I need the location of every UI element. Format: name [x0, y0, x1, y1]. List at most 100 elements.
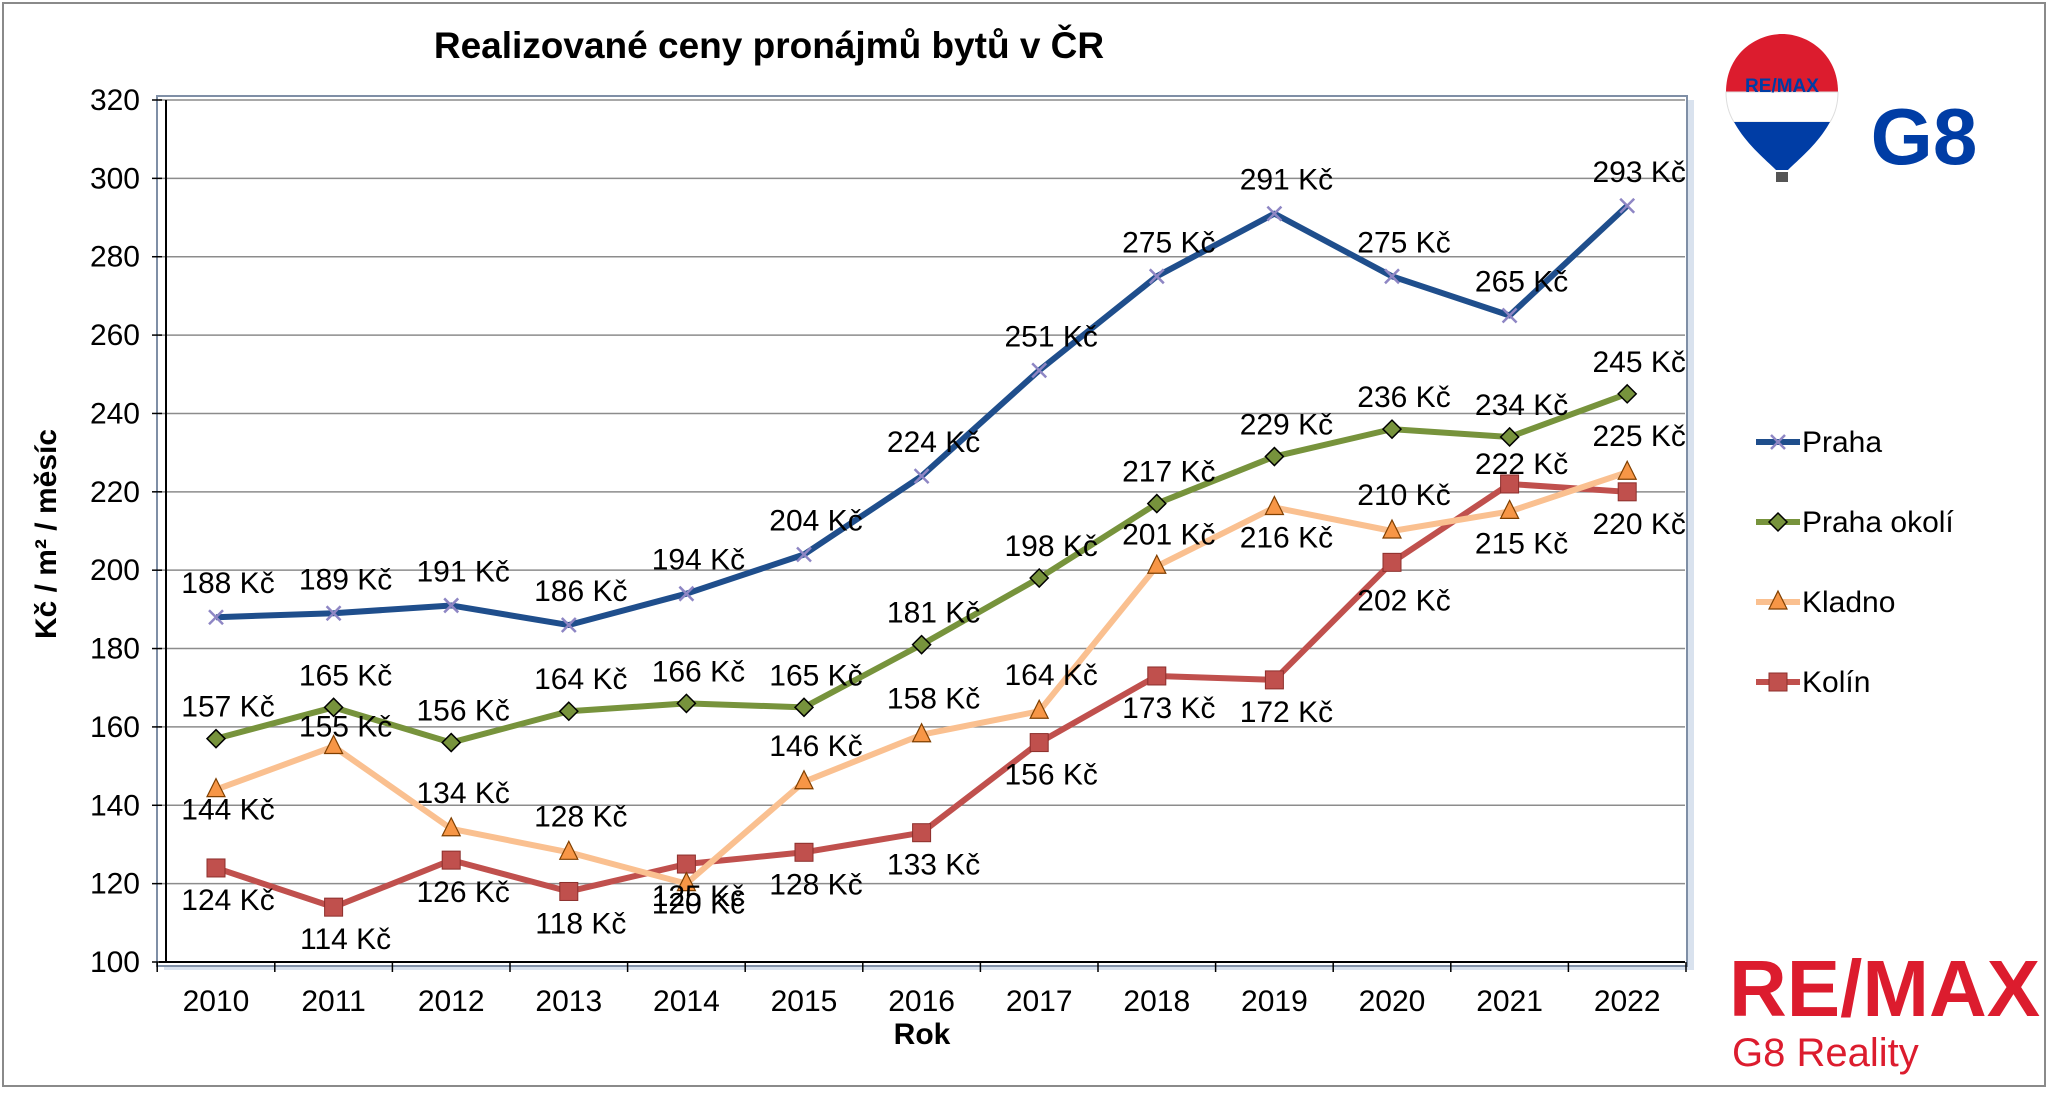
marker-x	[1619, 197, 1636, 214]
y-tick-label: 100	[90, 946, 140, 979]
marker-square	[794, 842, 814, 862]
x-tick-label: 2012	[418, 985, 485, 1018]
x-tick-label: 2019	[1241, 985, 1308, 1018]
g8-reality-text: G8 Reality	[1732, 1031, 1919, 1075]
data-label: 194 Kč	[652, 544, 745, 577]
data-label: 220 Kč	[1592, 508, 1685, 541]
marker-diamond	[441, 732, 462, 753]
data-label: 125 Kč	[652, 880, 745, 913]
x-tick-label: 2015	[771, 985, 838, 1018]
y-tick-label: 300	[90, 162, 140, 195]
marker-triangle	[1382, 518, 1402, 539]
data-label: 114 Kč	[300, 923, 391, 956]
marker-square	[676, 854, 696, 874]
marker-square	[1382, 552, 1402, 572]
legend: Praha Praha okolí Kladno Kolín	[1756, 426, 1954, 699]
marker-diamond	[1767, 511, 1789, 533]
marker-x-stroke	[1266, 205, 1283, 222]
data-label: 291 Kč	[1240, 164, 1333, 197]
legend-label: Praha	[1802, 426, 1882, 459]
x-tick-label: 2016	[888, 985, 955, 1018]
marker-x	[1031, 362, 1048, 379]
legend-label: Kolín	[1802, 666, 1870, 699]
marker-x-stroke	[443, 597, 460, 614]
x-tick-label: 2011	[301, 985, 366, 1018]
marker-square	[1500, 474, 1520, 494]
data-label: 217 Kč	[1122, 456, 1215, 489]
chart-title: Realizované ceny pronájmů bytů v ČR	[434, 24, 1104, 66]
marker-triangle	[1264, 495, 1285, 516]
marker-square	[441, 850, 461, 870]
data-label: 186 Kč	[534, 575, 627, 608]
x-tick-label: 2020	[1359, 985, 1426, 1018]
data-label: 191 Kč	[416, 555, 509, 588]
plot-area	[156, 95, 1688, 967]
marker-diamond	[1029, 567, 1050, 589]
x-tick-label: 2018	[1123, 985, 1190, 1018]
marker-x-stroke	[560, 617, 577, 633]
marker-x	[560, 617, 577, 633]
marker-triangle	[1617, 459, 1638, 480]
y-tick-label: 160	[90, 711, 140, 744]
x-tick-label: 2022	[1594, 985, 1661, 1018]
marker-x-stroke	[796, 546, 812, 563]
marker-x-stroke	[1148, 268, 1165, 285]
legend-label: Kladno	[1802, 586, 1895, 619]
data-label: 164 Kč	[1004, 659, 1097, 692]
data-label: 181 Kč	[887, 597, 980, 630]
data-label: 173 Kč	[1122, 692, 1215, 725]
data-label: 293 Kč	[1592, 156, 1685, 189]
data-label: 156 Kč	[1004, 759, 1097, 792]
data-label: 165 Kč	[769, 659, 862, 692]
marker-diamond	[1617, 383, 1638, 404]
balloon-basket	[1776, 172, 1788, 182]
y-tick-label: 140	[90, 789, 140, 822]
marker-x-stroke	[1031, 362, 1048, 379]
marker-diamond	[676, 693, 697, 714]
marker-square	[206, 858, 226, 878]
marker-diamond	[1381, 419, 1403, 440]
data-label: 164 Kč	[534, 663, 627, 696]
y-tick-label: 240	[90, 397, 140, 430]
y-tick-label: 120	[90, 868, 140, 901]
data-label: 128 Kč	[769, 868, 862, 901]
data-label: 126 Kč	[416, 876, 509, 909]
remax-wordmark: RE/MAX	[1729, 944, 2040, 1033]
y-tick-label: 180	[90, 633, 140, 666]
marker-x-stroke	[913, 468, 930, 485]
marker-x-stroke	[1619, 197, 1636, 214]
marker-x	[796, 546, 812, 563]
marker-x	[1266, 205, 1283, 222]
marker-square	[324, 897, 344, 917]
marker-x	[678, 585, 695, 602]
marker-square	[1617, 482, 1637, 502]
data-label: 245 Kč	[1592, 346, 1685, 379]
marker-diamond	[323, 697, 344, 718]
data-label: 229 Kč	[1240, 409, 1333, 442]
line-chart: Realizované ceny pronájmů bytů v ČR 100 1…	[30, 24, 2040, 1075]
data-label: 210 Kč	[1357, 479, 1450, 512]
x-tick-label: 2021	[1476, 985, 1543, 1018]
data-label: 134 Kč	[416, 777, 509, 810]
data-labels: 188 Kč 189 Kč 191 Kč 186 Kč 194 Kč 204 Kč 224 …	[181, 156, 1686, 956]
data-label: 198 Kč	[1004, 530, 1097, 563]
data-label: 118 Kč	[535, 907, 626, 940]
data-label: 222 Kč	[1475, 448, 1568, 481]
y-tick-label: 320	[90, 84, 140, 117]
data-label: 224 Kč	[887, 426, 980, 459]
remax-balloon-logo: RE/MAX	[1725, 34, 1839, 182]
marker-square	[1264, 670, 1284, 690]
y-tick-label: 200	[90, 554, 140, 587]
x-axis-ticks: 2010 2011 2012 2013 2014 2015 2016 2017 2018 2019…	[156, 961, 1687, 1018]
data-label: 275 Kč	[1122, 226, 1215, 259]
data-label: 204 Kč	[769, 505, 862, 538]
y-tick-label: 220	[90, 476, 140, 509]
data-label: 225 Kč	[1592, 420, 1685, 453]
data-label: 120 Kč	[652, 888, 745, 921]
data-label: 146 Kč	[769, 730, 862, 763]
data-label: 189 Kč	[299, 563, 392, 596]
data-label: 275 Kč	[1357, 226, 1450, 259]
data-label: 156 Kč	[416, 695, 509, 728]
marker-triangle	[1768, 589, 1788, 610]
